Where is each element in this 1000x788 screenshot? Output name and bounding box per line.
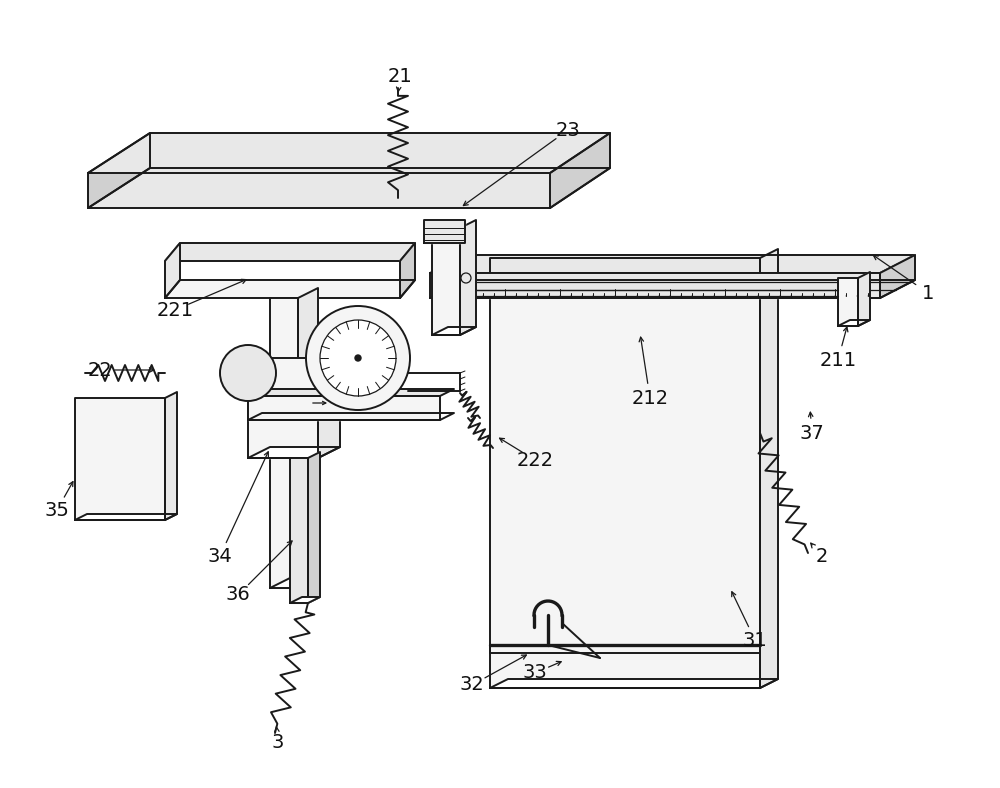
Circle shape (461, 273, 471, 283)
Polygon shape (298, 288, 318, 588)
Polygon shape (424, 220, 465, 243)
Polygon shape (165, 243, 415, 261)
Text: 1: 1 (922, 284, 934, 303)
Polygon shape (165, 243, 180, 298)
Polygon shape (430, 255, 915, 273)
Polygon shape (490, 258, 760, 688)
Text: 2: 2 (816, 547, 828, 566)
Polygon shape (432, 327, 476, 335)
Polygon shape (880, 255, 915, 298)
Polygon shape (88, 168, 610, 208)
Polygon shape (248, 413, 454, 420)
Polygon shape (490, 679, 778, 688)
Polygon shape (838, 320, 870, 326)
Polygon shape (248, 389, 454, 396)
Polygon shape (430, 280, 915, 298)
Polygon shape (858, 272, 870, 326)
Polygon shape (270, 298, 298, 588)
Polygon shape (760, 249, 778, 688)
Polygon shape (88, 133, 150, 208)
Text: 31: 31 (743, 630, 767, 649)
Circle shape (306, 306, 410, 410)
Polygon shape (75, 398, 165, 520)
Polygon shape (550, 133, 610, 208)
Polygon shape (165, 280, 415, 298)
Text: 211: 211 (819, 351, 857, 370)
Text: 21: 21 (388, 66, 412, 86)
Polygon shape (460, 220, 476, 335)
Polygon shape (270, 578, 318, 588)
Circle shape (320, 320, 396, 396)
Text: 3: 3 (272, 733, 284, 752)
Polygon shape (290, 458, 308, 603)
Polygon shape (248, 396, 440, 420)
Polygon shape (248, 447, 340, 458)
Text: 212: 212 (631, 388, 669, 407)
Polygon shape (88, 133, 610, 173)
Polygon shape (432, 228, 460, 335)
Text: 37: 37 (800, 423, 824, 443)
Polygon shape (400, 243, 415, 298)
Polygon shape (165, 392, 177, 520)
Circle shape (220, 345, 276, 401)
Polygon shape (75, 514, 177, 520)
Text: 222: 222 (516, 451, 554, 470)
Polygon shape (430, 273, 880, 298)
Text: 33: 33 (523, 663, 547, 682)
Text: 23: 23 (556, 121, 580, 139)
Text: 22: 22 (88, 360, 112, 380)
Text: 34: 34 (208, 547, 232, 566)
Text: 32: 32 (460, 675, 484, 694)
Text: 221: 221 (156, 300, 194, 319)
Polygon shape (838, 278, 858, 326)
Polygon shape (308, 452, 320, 603)
Text: 35: 35 (45, 500, 69, 519)
Circle shape (355, 355, 361, 361)
Polygon shape (290, 597, 320, 603)
Text: 36: 36 (226, 585, 250, 604)
Polygon shape (248, 358, 318, 458)
Polygon shape (318, 347, 340, 458)
